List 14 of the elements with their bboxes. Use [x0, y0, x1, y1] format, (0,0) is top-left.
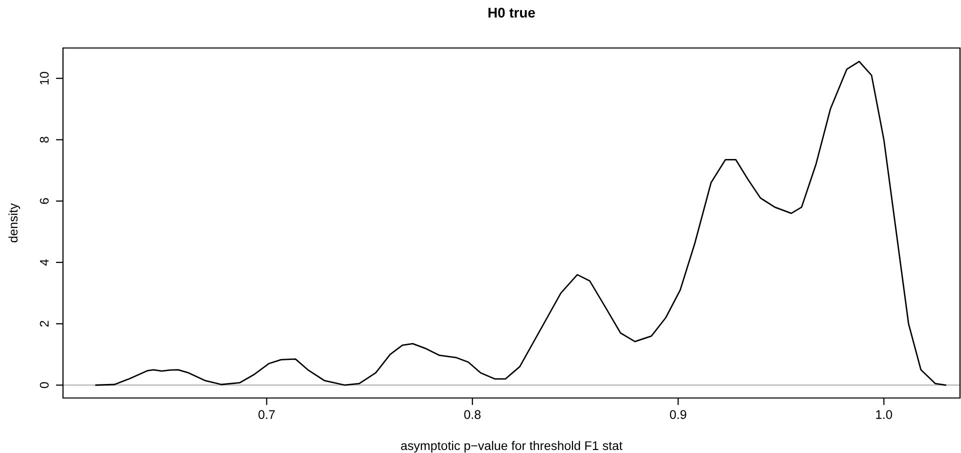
- chart-title: H0 true: [488, 8, 535, 18]
- x-axis-title: asymptotic p−value for threshold F1 stat: [401, 440, 622, 453]
- y-tick-label: 2: [40, 320, 49, 327]
- y-tick-label: 4: [40, 259, 49, 266]
- y-axis-title: density: [8, 203, 20, 242]
- line-series: [95, 60, 946, 386]
- y-tick-label: 8: [40, 136, 49, 143]
- x-tick-label: 0.9: [670, 410, 686, 419]
- x-tick-label: 0.7: [258, 410, 275, 419]
- x-tick-label: 0.8: [464, 410, 481, 419]
- y-tick-label: 0: [40, 382, 49, 388]
- y-tick-label: 10: [40, 72, 49, 84]
- y-tick-label: 6: [40, 198, 49, 204]
- x-tick-label: 1.0: [876, 410, 892, 419]
